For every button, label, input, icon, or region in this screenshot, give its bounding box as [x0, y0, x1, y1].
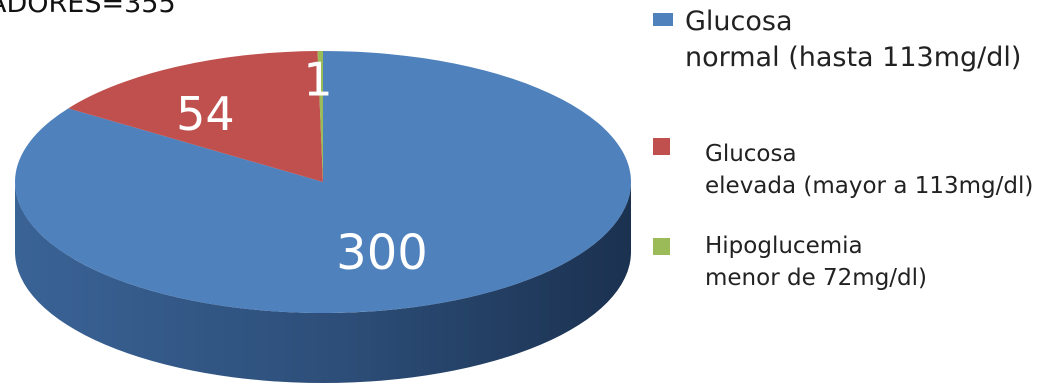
pie-side-wall [15, 182, 631, 383]
legend-swatch [653, 13, 673, 26]
pie-slice [68, 51, 323, 182]
legend-swatch [653, 238, 670, 255]
legend-label: Hipoglucemia [705, 233, 863, 259]
legend-label: normal (hasta 113mg/dl) [685, 42, 1022, 73]
pie-data-label: 1 [303, 53, 332, 107]
chart-title: ADORES=355 [0, 0, 176, 19]
legend-swatch [653, 138, 670, 155]
pie-slice [317, 51, 323, 182]
pie-slice [15, 51, 632, 314]
legend-label: Glucosa [705, 141, 797, 167]
legend-label: menor de 72mg/dl) [705, 265, 928, 291]
pie-chart: 300 54 1 [15, 51, 632, 383]
legend-label: Glucosa [685, 6, 793, 37]
pie-data-label: 300 [336, 225, 428, 281]
legend-label: elevada (mayor a 113mg/dl) [705, 173, 1034, 199]
pie-data-label: 54 [176, 87, 235, 141]
